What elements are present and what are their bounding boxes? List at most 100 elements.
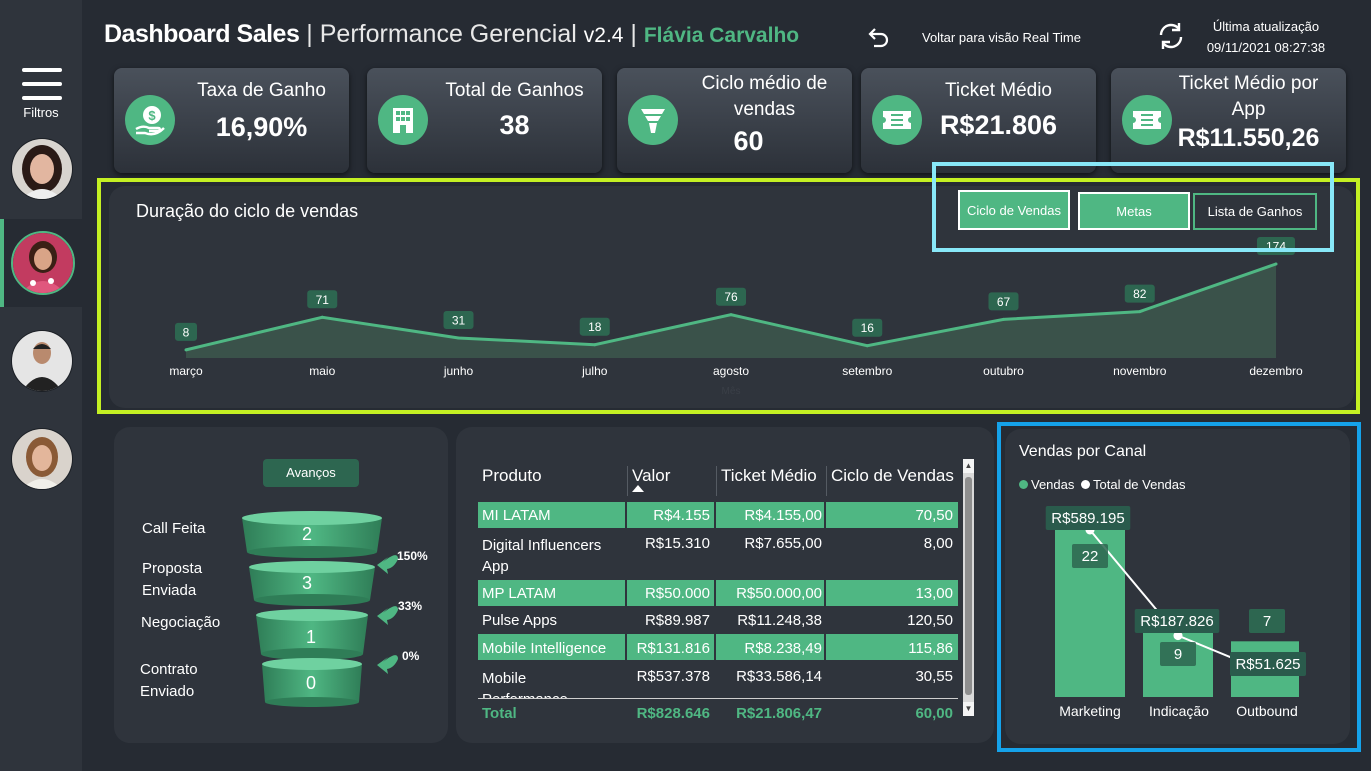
kpi-label-line-2: App	[1231, 99, 1266, 120]
building-icon	[378, 95, 428, 145]
avancos-button[interactable]: Avanços	[263, 459, 359, 487]
kpi-label-line-2: vendas	[733, 99, 796, 120]
column-header-ticket[interactable]: Ticket Médio	[721, 466, 817, 485]
kpi-value: 60	[733, 126, 764, 156]
kpi-value: R$11.550,26	[1177, 124, 1320, 152]
avatar	[11, 428, 73, 490]
cell-valor: R$15.310	[644, 535, 710, 552]
title-bold: Dashboard Sales	[104, 20, 300, 48]
version: v2.4	[583, 24, 624, 47]
kpi-ticket-medio: Ticket Médio R$21.806	[861, 68, 1096, 173]
conversion-rate: 0%	[402, 649, 420, 663]
highlight-frame-chart	[97, 178, 1360, 414]
cell-ciclo: 13,00	[915, 585, 953, 602]
scroll-up-icon[interactable]: ▲	[963, 459, 974, 473]
metas-button[interactable]: Metas	[1078, 192, 1190, 230]
scroll-down-icon[interactable]: ▼	[963, 702, 974, 716]
kpi-value: R$21.806	[939, 110, 1058, 140]
row-highlight	[478, 502, 958, 528]
table-body: MI LATAM R$4.155 R$4.155,00 70,50 Digita…	[456, 500, 963, 698]
cell-valor: R$50.000	[644, 585, 710, 602]
kpi-value: 16,90%	[215, 112, 308, 142]
table-scrollbar[interactable]: ▲ ▼	[963, 459, 974, 716]
money-hand-icon: $	[125, 95, 175, 145]
page-title: Dashboard Sales | Performance Gerencial …	[104, 20, 799, 49]
sidebar: Filtros	[0, 0, 82, 771]
kpi-label: Total de Ganhos	[445, 80, 584, 101]
cell-ticket: R$4.155,00	[744, 507, 822, 524]
highlight-frame-buttons	[932, 162, 1334, 252]
legend-total: Total de Vendas	[1093, 477, 1186, 492]
sort-ascending-icon[interactable]	[632, 485, 644, 492]
cell-produto: Pulse Apps	[482, 612, 558, 629]
cycle-chart-title: Duração do ciclo de vendas	[136, 201, 359, 221]
kpi-value: 38	[499, 110, 530, 140]
legend-dot-vendas	[1019, 480, 1028, 489]
total-label: Total	[482, 705, 517, 722]
kpi-label: Taxa de Ganho	[197, 80, 326, 101]
cell-ticket: R$50.000,00	[736, 585, 822, 602]
refresh-icon[interactable]	[1155, 20, 1187, 52]
kpi-label-line-1: Ticket Médio por	[1178, 73, 1319, 94]
ciclo-vendas-button[interactable]: Ciclo de Vendas	[958, 190, 1070, 230]
title-separator-2: |	[623, 20, 644, 48]
kpi-label: Ticket Médio	[945, 80, 1052, 101]
funnel-stage-label: Negociação	[141, 614, 221, 631]
funnel-stage-label: Proposta Enviada	[142, 560, 203, 599]
column-divider	[716, 466, 717, 496]
category-label: Marketing	[1059, 703, 1121, 719]
undo-icon[interactable]	[864, 24, 892, 52]
cell-produto: Mobile Intelligence	[482, 640, 607, 657]
column-divider	[826, 466, 827, 496]
cell-valor: R$89.987	[644, 612, 710, 629]
menu-icon[interactable]	[22, 68, 62, 100]
total-ticket: R$21.806,47	[736, 705, 822, 722]
avatar-slot-1[interactable]	[0, 126, 82, 214]
avatar-slot-3[interactable]	[0, 318, 82, 406]
lista-ganhos-button[interactable]: Lista de Ganhos	[1193, 193, 1317, 230]
funnel-value: 0	[306, 673, 317, 693]
back-to-realtime-link[interactable]: Voltar para visão Real Time	[922, 30, 1081, 45]
conversion-rate: 150%	[397, 549, 428, 563]
funnel-stage-label: Call Feita	[142, 520, 206, 537]
cell-ciclo: 30,55	[915, 668, 953, 685]
cell-ticket: R$33.586,14	[736, 668, 822, 685]
last-update-label: Última atualização	[1212, 19, 1320, 34]
kpi-label-line-1: Ciclo médio de	[701, 73, 828, 94]
cell-valor: R$537.378	[636, 668, 710, 685]
kpi-taxa-ganho: $ Taxa de Ganho 16,90%	[114, 68, 349, 173]
scrollbar-thumb[interactable]	[965, 477, 972, 695]
kpi-ticket-medio-app: Ticket Médio por App R$11.550,26	[1111, 68, 1346, 173]
cell-ciclo: 120,50	[907, 612, 953, 629]
total-valor: R$828.646	[636, 705, 710, 722]
cell-ciclo: 70,50	[915, 507, 953, 524]
filters-label[interactable]: Filtros	[23, 105, 59, 120]
cell-ciclo: 8,00	[923, 535, 953, 552]
canal-title: Vendas por Canal	[1019, 443, 1147, 460]
column-header-produto[interactable]: Produto	[482, 466, 542, 485]
cell-ticket: R$7.655,00	[744, 535, 822, 552]
category-label: Outbound	[1236, 703, 1298, 719]
legend-vendas: Vendas	[1031, 477, 1075, 492]
column-header-ciclo[interactable]: Ciclo de Vendas	[831, 466, 954, 485]
funnel-value: 3	[302, 573, 313, 593]
row-highlight	[478, 634, 958, 660]
cell-produto: MP LATAM	[482, 585, 557, 602]
column-header-valor[interactable]: Valor	[632, 466, 671, 485]
cell-produto: Digital Influencers App	[482, 537, 602, 575]
avatar-slot-4[interactable]	[0, 416, 82, 504]
funnel-value: 2	[302, 524, 313, 544]
cell-ticket: R$8.238,49	[744, 640, 822, 657]
last-update-value: 09/11/2021 08:27:38	[1206, 40, 1326, 55]
funnel-icon	[628, 95, 678, 145]
cell-produto: MI LATAM	[482, 507, 551, 524]
legend-dot-total	[1081, 480, 1090, 489]
cell-valor: R$4.155	[653, 507, 710, 524]
total-ciclo: 60,00	[915, 705, 953, 722]
ticket-icon	[1122, 95, 1172, 145]
funnel-stage-label: Contrato Enviado	[140, 661, 198, 700]
title-rest: Performance Gerencial	[319, 20, 584, 48]
user-name: Flávia Carvalho	[643, 24, 800, 47]
avatar-slot-2[interactable]	[0, 219, 82, 307]
cell-ticket: R$11.248,38	[737, 612, 822, 629]
